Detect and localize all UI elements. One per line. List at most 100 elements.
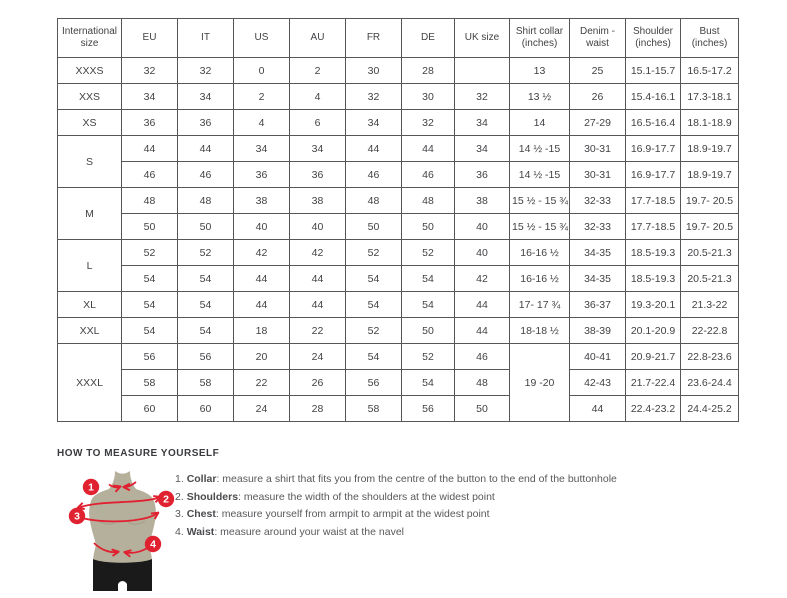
table-cell: 52 [177,239,234,266]
table-cell: XL [57,291,122,318]
table-cell: 44 [289,265,346,292]
table-cell: 44 [401,135,455,162]
table-cell: 34 [121,83,178,110]
table-cell: 42-43 [569,369,626,396]
instruction-text: : measure the width of the shoulders at … [238,490,495,503]
instruction-number: 4. [175,525,184,538]
table-cell: 22.8-23.6 [680,343,739,370]
table-cell: 17.3-18.1 [680,83,739,110]
table-row: 50 50 40 40 50 50 40 15 ½ - 15 ¾ 32-33 17.7-18.5 1… [58,213,739,240]
table-cell: 24 [289,343,346,370]
column-header: IT [177,18,234,58]
table-cell: 54 [401,265,455,292]
table-cell: 54 [401,291,455,318]
table-cell: 58 [121,369,178,396]
measure-section: HOW TO MEASURE YOURSELF [57,448,787,593]
table-row: 54 54 44 44 54 54 42 16-16 ½ 34-35 18.5-19.3 20.5-… [58,265,739,292]
table-cell: XXS [57,83,122,110]
table-row: 58 58 22 26 56 54 48 42-43 21.7-22.4 23.6-24.4 [58,369,739,396]
table-cell: 40 [289,213,346,240]
table-cell: 16.9-17.7 [625,135,681,162]
table-row: XL 54 54 44 44 54 54 44 17- 17 ¾ 36-37 19.3-20.1 21… [57,291,739,318]
column-header: Bust (inches) [680,18,739,58]
column-header: Shoulder (inches) [625,18,681,58]
table-cell: 36 [177,109,234,136]
table-row: XS 36 36 4 6 34 32 34 14 27-29 16.5-16.4 18.1-18.9 [57,109,739,136]
instruction-item-waist: 4. Waist: measure around your waist at t… [175,524,787,542]
table-cell: 19.7- 20.5 [680,213,739,240]
table-cell: 42 [454,265,510,292]
table-cell: 34 [233,135,290,162]
table-header-row: International size EU IT US AU FR DE UK size Shi… [57,18,739,58]
measure-instructions: 1. Collar: measure a shirt that fits you… [175,466,787,541]
column-header: US [233,18,290,58]
table-cell: 25 [569,57,626,84]
table-cell: 16-16 ½ [509,239,570,266]
table-cell: 40-41 [569,343,626,370]
badge-3: 3 [68,507,86,525]
table-cell: 54 [177,265,234,292]
instruction-text: : measure around your waist at the navel [214,525,404,538]
table-row: 46 46 36 36 46 46 36 14 ½ -15 30-31 16.9-17.7 18.9… [58,161,739,188]
table-cell: 54 [121,291,178,318]
table-cell: 32 [401,109,455,136]
column-header: DE [401,18,455,58]
table-row: 60 60 24 28 58 56 50 44 22.4-23.2 24.4-25.2 [58,395,739,422]
table-cell: 34 [177,83,234,110]
svg-text:2: 2 [163,494,169,506]
table-cell: 30-31 [569,135,626,162]
table-cell: 18 [233,317,290,344]
table-cell: XXXS [57,57,122,84]
table-cell: 18.9-19.7 [680,161,739,188]
table-row: M 48 48 38 38 48 48 38 15 ½ - 15 ¾ 32-33 17.7-18.5… [57,187,739,240]
table-cell: 19.3-20.1 [625,291,681,318]
table-cell: 18.1-18.9 [680,109,739,136]
table-cell: 38 [233,187,290,214]
table-cell: 26 [569,83,626,110]
table-cell: 38 [454,187,510,214]
column-header: FR [345,18,402,58]
table-cell: 50 [454,395,510,422]
table-row: XXXL 56 56 20 24 54 52 46 19 -20 40-41 20.9-21.7 22… [57,343,739,422]
table-cell: 44 [345,135,402,162]
table-cell: 50 [121,213,178,240]
table-cell: 40 [233,213,290,240]
table-cell: 15.4-16.1 [625,83,681,110]
measure-heading: HOW TO MEASURE YOURSELF [57,448,220,459]
table-cell: 36-37 [569,291,626,318]
table-cell: 22.4-23.2 [625,395,681,422]
table-cell: M [57,187,122,240]
table-cell: 20.1-20.9 [625,317,681,344]
table-cell: 28 [289,395,346,422]
table-cell: 52 [345,317,402,344]
table-cell: L [57,239,122,292]
table-cell: 44 [177,135,234,162]
table-cell: 18-18 ½ [509,317,570,344]
svg-text:4: 4 [150,539,156,551]
table-row: S 44 44 34 34 44 44 34 14 ½ -15 30-31 16.9-17.7 18.… [57,135,739,188]
table-cell: 50 [401,213,455,240]
table-cell: 20.5-21.3 [680,239,739,266]
table-cell: 18.9-19.7 [680,135,739,162]
table-cell: 28 [401,57,455,84]
table-cell: 32 [121,57,178,84]
mannequin-figure: 1 2 3 4 [59,466,189,593]
table-cell: 20 [233,343,290,370]
table-cell: 17.7-18.5 [625,213,681,240]
table-cell: 20.9-21.7 [625,343,681,370]
table-cell: 23.6-24.4 [680,369,739,396]
table-cell: 30 [345,57,402,84]
table-cell: 60 [177,395,234,422]
table-cell: 17- 17 ¾ [509,291,570,318]
table-cell: 21.3-22 [680,291,739,318]
table-cell: 46 [401,161,455,188]
table-cell: 34 [454,109,510,136]
svg-text:1: 1 [88,482,94,494]
table-cell: 56 [121,343,178,370]
table-cell: 52 [345,239,402,266]
table-cell: 50 [345,213,402,240]
table-cell: 14 ½ -15 [509,135,570,162]
table-cell: 13 [509,57,570,84]
table-cell: 48 [401,187,455,214]
chest-contour-right [127,520,146,525]
